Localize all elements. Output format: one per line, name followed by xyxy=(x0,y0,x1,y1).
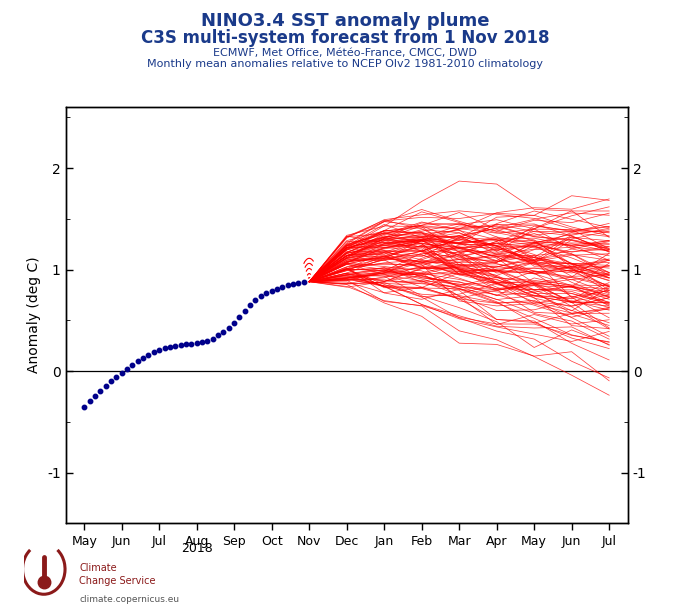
Text: 2018: 2018 xyxy=(181,542,213,554)
Text: ECMWF, Met Office, Météo-France, CMCC, DWD: ECMWF, Met Office, Météo-France, CMCC, D… xyxy=(213,48,477,58)
Text: Climate
Change Service: Climate Change Service xyxy=(79,563,156,586)
Y-axis label: Anomaly (deg C): Anomaly (deg C) xyxy=(28,257,41,373)
Text: C3S multi-system forecast from 1 Nov 2018: C3S multi-system forecast from 1 Nov 201… xyxy=(141,29,549,47)
Text: NINO3.4 SST anomaly plume: NINO3.4 SST anomaly plume xyxy=(201,12,489,30)
Text: Monthly mean anomalies relative to NCEP Olv2 1981-2010 climatology: Monthly mean anomalies relative to NCEP … xyxy=(147,59,543,69)
Text: climate.copernicus.eu: climate.copernicus.eu xyxy=(79,595,179,604)
